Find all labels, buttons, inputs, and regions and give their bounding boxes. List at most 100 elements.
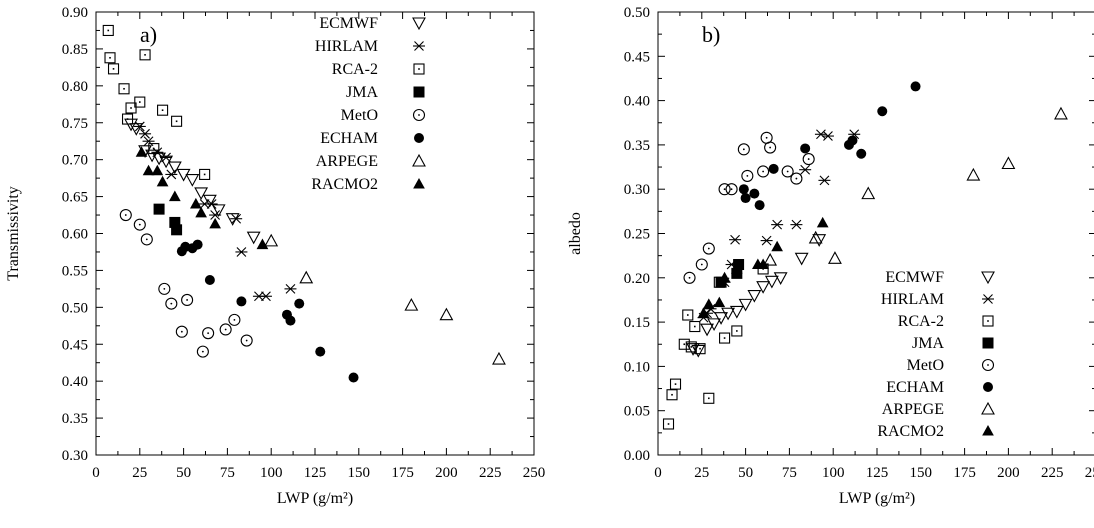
y-tick-label: 0.05 — [624, 404, 650, 420]
series-hirlam — [133, 121, 297, 302]
y-tick-label: 0.40 — [624, 94, 650, 110]
legend-label: JMA — [346, 84, 378, 101]
data-point — [790, 219, 803, 230]
x-tick-label: 75 — [220, 465, 235, 481]
data-point — [139, 128, 152, 139]
data-point — [689, 320, 701, 333]
data-point — [204, 275, 215, 286]
data-point — [714, 312, 728, 325]
data-point — [315, 346, 326, 357]
data-point — [702, 242, 715, 255]
y-axis-label: albedo — [567, 212, 584, 255]
x-tick-label: 175 — [953, 465, 976, 481]
data-point — [781, 165, 794, 178]
legend-label: ECHAM — [320, 130, 378, 147]
y-tick-label: 0.25 — [624, 227, 650, 243]
data-point — [749, 188, 760, 199]
data-point — [240, 334, 253, 347]
data-point — [682, 309, 694, 321]
data-point — [694, 343, 706, 355]
triangle-down-open-marker-icon — [412, 17, 426, 31]
data-point — [685, 341, 697, 353]
data-point — [139, 49, 151, 61]
plot-frame — [95, 11, 535, 456]
data-point — [731, 325, 743, 337]
data-point — [700, 323, 714, 337]
triangle-down-open-marker-icon — [981, 271, 995, 285]
x-tick-label: 225 — [1041, 465, 1064, 481]
data-point — [202, 327, 215, 340]
data-point — [757, 165, 770, 178]
data-point — [718, 183, 731, 196]
data-point — [168, 190, 181, 202]
x-axis-label: LWP (g/m²) — [839, 490, 915, 507]
data-point — [124, 118, 138, 132]
chart-panel-a: 0 25 50 75 100 125 150 175 200 225 250 0.30 0.35 0.40… — [5, 5, 545, 507]
x-tick-label: 0 — [654, 465, 662, 481]
series-arpege — [264, 233, 506, 365]
data-point — [721, 307, 736, 321]
data-point — [771, 219, 784, 230]
data-point — [662, 418, 675, 430]
x-tick-label: 225 — [479, 465, 502, 481]
data-point — [148, 143, 160, 155]
data-point — [966, 167, 981, 181]
chart-panel-b: 0 25 50 75 100 125 150 175 200 225 250 0.00 0.05 0.10… — [567, 5, 1094, 507]
data-point — [757, 258, 769, 270]
series-arpege — [763, 106, 1068, 266]
data-point — [118, 83, 130, 95]
data-point — [733, 259, 745, 271]
data-point — [812, 234, 827, 247]
data-point — [299, 270, 314, 284]
data-point — [799, 164, 812, 175]
circle-filled-marker-icon — [414, 133, 424, 143]
y-axis-label: Transmissivity — [5, 186, 22, 281]
data-point — [157, 104, 169, 116]
y-tick-label: 0.35 — [624, 138, 650, 154]
data-point — [1001, 156, 1016, 170]
plot-frame — [657, 11, 1094, 456]
triangle-up-filled-marker-icon — [982, 424, 994, 436]
legend-label: MetO — [907, 357, 944, 374]
data-point — [697, 307, 710, 318]
data-point — [738, 184, 749, 195]
y-tick-label: 0.10 — [624, 359, 650, 375]
legend: ECMWF HIRLAM RCA-2 JMA MetO ECHAM ARPEGE RACMO2 — [311, 15, 426, 193]
panel-label: a) — [140, 22, 157, 47]
data-point — [140, 233, 153, 246]
data-point — [404, 297, 419, 311]
data-point — [800, 143, 811, 154]
x-tick-label: 0 — [92, 465, 100, 481]
legend-label: ARPEGE — [882, 401, 944, 418]
legend-label: ECHAM — [886, 379, 944, 396]
data-point — [802, 153, 815, 166]
y-tick-label: 0.50 — [62, 300, 88, 316]
x-tick-label: 25 — [694, 465, 709, 481]
data-point — [285, 315, 296, 326]
y-tick-label: 0.30 — [624, 182, 650, 198]
triangle-up-open-marker-icon — [412, 153, 426, 167]
x-axis-label: LWP (g/m²) — [277, 490, 353, 507]
data-point — [808, 230, 823, 244]
circle-open-marker-icon — [981, 358, 995, 372]
y-tick-label: 0.70 — [62, 153, 88, 169]
data-point — [678, 338, 690, 350]
legend-label: RCA-2 — [332, 61, 378, 78]
data-point — [194, 187, 209, 201]
y-tick-label: 0.60 — [62, 227, 88, 243]
data-point — [702, 298, 715, 309]
panel-label: b) — [702, 22, 720, 47]
legend-label: ECMWF — [885, 269, 944, 286]
data-point — [763, 252, 778, 266]
x-tick-label: 100 — [822, 465, 845, 481]
data-point — [104, 52, 116, 64]
data-point — [814, 129, 827, 140]
y-tick-label: 0.50 — [624, 5, 650, 21]
x-tick-label: 50 — [738, 465, 753, 481]
data-point — [828, 251, 842, 264]
y-tick-label: 0.55 — [62, 263, 88, 279]
legend-label: MetO — [341, 107, 378, 124]
series-racmo2 — [135, 146, 269, 250]
